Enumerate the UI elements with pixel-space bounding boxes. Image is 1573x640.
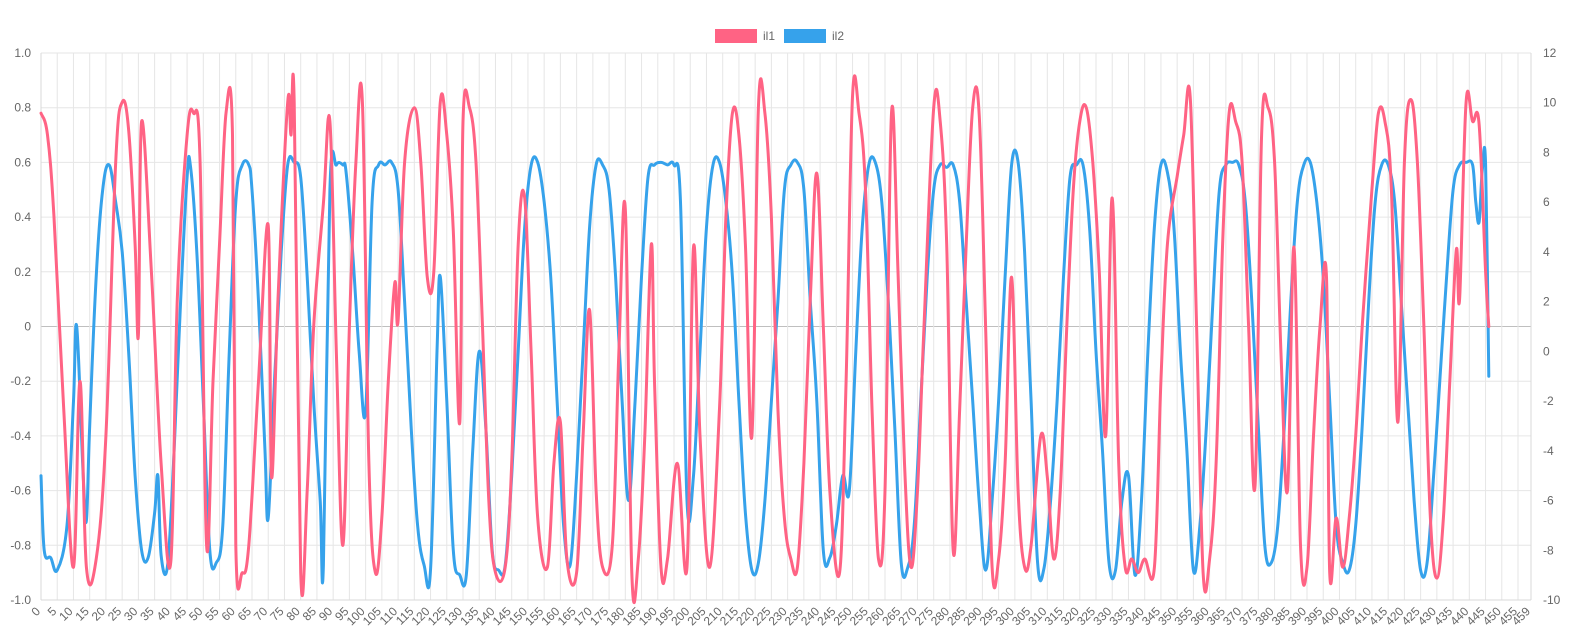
- y-left-tick-label: -1.0: [10, 593, 31, 607]
- y-left-tick-label: 1.0: [14, 46, 31, 60]
- x-tick-label: 0: [28, 604, 43, 619]
- y-left-tick-label: 0.8: [14, 101, 31, 115]
- y-right-tick-label: -4: [1543, 444, 1554, 458]
- y-right-tick-label: -8: [1543, 543, 1554, 557]
- y-right-tick-label: -10: [1543, 593, 1561, 607]
- y-right-tick-label: 8: [1543, 145, 1550, 159]
- legend-swatch-il1[interactable]: [715, 29, 757, 43]
- y-left-tick-label: -0.6: [10, 484, 31, 498]
- y-right-tick-label: 0: [1543, 344, 1550, 358]
- y-left-tick-label: 0.2: [14, 265, 31, 279]
- y-right-tick-label: 4: [1543, 245, 1550, 259]
- y-left-tick-label: 0: [24, 320, 31, 334]
- legend-swatch-il2[interactable]: [784, 29, 826, 43]
- y-right-tick-label: -2: [1543, 394, 1554, 408]
- legend-label-il1[interactable]: il1: [763, 29, 775, 43]
- y-left-tick-label: -0.2: [10, 374, 31, 388]
- y-right-tick-label: 12: [1543, 46, 1557, 60]
- legend-label-il2[interactable]: il2: [832, 29, 844, 43]
- y-left-tick-label: -0.8: [10, 538, 31, 552]
- series-line-il1: [39, 72, 1491, 605]
- y-left-tick-label: 0.6: [14, 155, 31, 169]
- y-right-tick-label: 2: [1543, 295, 1550, 309]
- y-right-tick-label: -6: [1543, 494, 1554, 508]
- y-right-tick-label: 10: [1543, 96, 1557, 110]
- legend[interactable]: il1 il2: [715, 29, 844, 43]
- y-right-tick-label: 6: [1543, 195, 1550, 209]
- grid: [40, 52, 1532, 601]
- y-left-tick-label: 0.4: [14, 210, 31, 224]
- series-lines: [39, 72, 1491, 605]
- y-left-tick-label: -0.4: [10, 429, 31, 443]
